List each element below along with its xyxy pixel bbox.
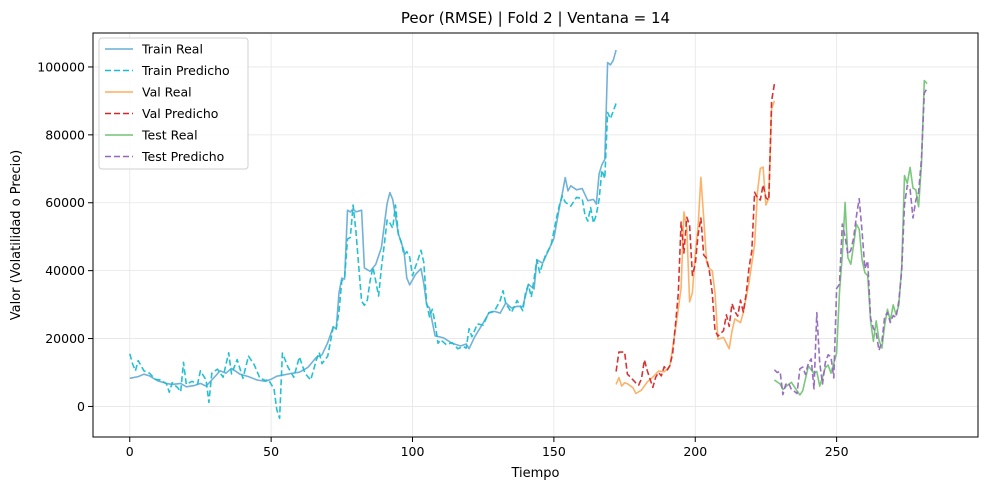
series-line-train-predicho — [129, 103, 617, 420]
legend-label: Train Predicho — [141, 63, 230, 78]
legend-label: Val Real — [142, 85, 192, 100]
legend-label: Test Predicho — [141, 149, 224, 164]
x-tick-label: 250 — [825, 444, 849, 459]
x-tick-label: 0 — [126, 444, 134, 459]
y-tick-label: 20000 — [45, 331, 85, 346]
y-tick-label: 40000 — [45, 263, 85, 278]
legend-label: Val Predicho — [142, 106, 218, 121]
y-tick-label: 0 — [77, 399, 85, 414]
legend-box — [98, 37, 249, 170]
x-axis: 0 50 100 150 200 250 — [126, 437, 849, 459]
legend: Train Real Train Predicho Val Real Val Pred… — [98, 37, 249, 170]
y-axis-label: Valor (Volatilidad o Precio) — [9, 150, 24, 320]
legend-label: Train Real — [141, 42, 203, 57]
y-tick-label: 60000 — [45, 195, 85, 210]
series-line-val-real — [615, 100, 776, 395]
y-axis: 0 20000 40000 60000 80000 100000 — [37, 59, 93, 414]
x-tick-label: 200 — [683, 444, 707, 459]
x-axis-label: Tiempo — [510, 466, 559, 481]
legend-label: Test Real — [141, 128, 198, 143]
y-tick-label: 80000 — [45, 127, 85, 142]
plot-frame — [92, 32, 979, 438]
x-tick-label: 150 — [542, 444, 566, 459]
series-layer — [129, 49, 928, 420]
x-tick-label: 100 — [401, 444, 425, 459]
x-tick-label: 50 — [263, 444, 279, 459]
series-line-val-predicho — [615, 83, 776, 389]
grid — [93, 33, 978, 437]
y-tick-label: 100000 — [37, 59, 85, 74]
chart-title: Peor (RMSE) | Fold 2 | Ventana = 14 — [401, 9, 670, 27]
series-line-test-predicho — [773, 87, 928, 396]
